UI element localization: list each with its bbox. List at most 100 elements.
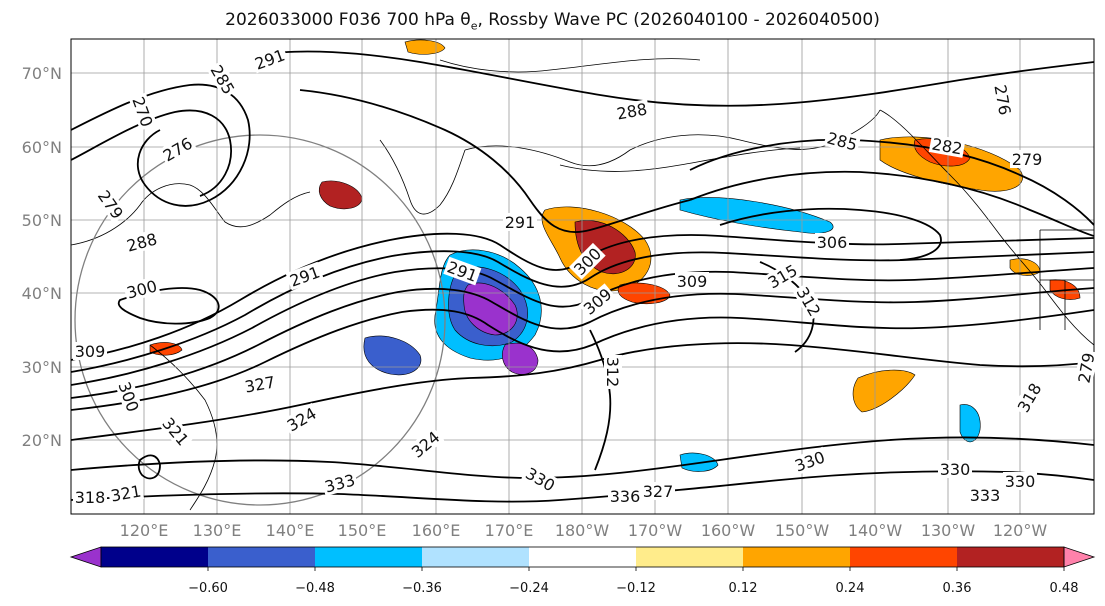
contour-label-bg: [613, 99, 651, 123]
contour-label-text: 291: [505, 213, 536, 232]
japan-coast: [149, 344, 218, 511]
longitude-label: 150°E: [338, 521, 387, 540]
longitude-label: 120°E: [120, 521, 169, 540]
colorbar-segment: [422, 547, 530, 567]
contour-line: [299, 89, 691, 233]
contour-label-text: 309: [75, 342, 106, 361]
title-prefix: 2026033000 F036 700 hPa: [225, 10, 461, 30]
map-frame: [70, 38, 1095, 515]
na-state-lines: [1039, 229, 1094, 330]
contour-line: [71, 308, 1094, 411]
longitude-label: 170°E: [485, 521, 534, 540]
colorbar-segment: [743, 547, 851, 567]
contour-line: [71, 342, 1094, 441]
contour-label-bg: [250, 44, 289, 74]
colorbar-segment: [850, 547, 958, 567]
contour-label-bg: [206, 60, 240, 99]
colorbar-tick-label: −0.24: [509, 581, 549, 596]
contour-label-text: 279: [1074, 351, 1098, 384]
contour-label-bg: [443, 256, 482, 286]
contour-label-text: 333: [970, 486, 1001, 505]
contour-label-bg: [406, 426, 445, 463]
contour-label-bg: [282, 402, 321, 436]
latitude-label: 40°N: [22, 284, 62, 303]
colorbar-tick-label: 0.36: [943, 581, 972, 596]
contour-label-bg: [503, 213, 537, 231]
latitude-label: 60°N: [22, 138, 62, 157]
contour-line: [589, 329, 612, 471]
contour-label-text: 309: [677, 272, 708, 291]
latitude-label: 30°N: [22, 358, 62, 377]
contour-line: [689, 138, 1094, 226]
contour-line: [259, 50, 1094, 107]
positive-anomaly-subtropic: [852, 369, 916, 413]
colorbar-segment: [957, 547, 1065, 567]
colorbar-tick-label: −0.12: [616, 581, 656, 596]
colorbar: [69, 546, 1096, 568]
contour-label-bg: [521, 462, 560, 496]
contour-label-text: 330: [940, 460, 971, 479]
longitude-label: 130°W: [921, 521, 976, 540]
contour-label-bg: [928, 134, 966, 158]
contour-label-bg: [158, 132, 197, 166]
contour-line: [71, 232, 1094, 361]
contour-label: 330: [938, 460, 972, 479]
alaska-coast: [879, 109, 1094, 346]
latitude-label: 50°N: [22, 211, 62, 230]
latitude-labels: 70°N 60°N 50°N 40°N 30°N 20°N: [22, 64, 62, 450]
latitude-label: 70°N: [22, 64, 62, 83]
contour-label-bg: [938, 460, 972, 478]
contour-line: [71, 287, 1094, 399]
contour-label-bg: [968, 486, 1002, 504]
contour-label: 279: [1010, 150, 1044, 169]
colorbar-segment: [315, 547, 423, 567]
contour-label-bg: [1012, 378, 1046, 417]
latitude-label: 20°N: [22, 431, 62, 450]
contour-label-bg: [122, 275, 161, 303]
longitude-label: 120°W: [993, 521, 1048, 540]
contour-label: 327: [641, 482, 675, 501]
contour-label-bg: [114, 377, 144, 416]
positive-anomaly-siberia: [318, 180, 363, 210]
contour-label-bg: [568, 242, 606, 280]
colorbar-labels: −0.60 −0.48 −0.36 −0.24 −0.12 0.12 0.24 0.36 0.4…: [188, 567, 1079, 596]
contour-label-text: 279: [1012, 150, 1043, 169]
coastlines: [71, 58, 1094, 511]
contour-label-bg: [285, 261, 324, 291]
contour-label-text: 327: [643, 482, 674, 501]
longitude-labels: 120°E 130°E 140°E 150°E 160°E 170°E 180°W 170°W…: [120, 521, 1048, 540]
contour-label-text: 336: [610, 487, 641, 506]
asia-coast: [71, 183, 311, 246]
contour-label-bg: [93, 185, 128, 224]
contour-label-bg: [790, 446, 829, 476]
longitude-label: 150°W: [775, 521, 830, 540]
colorbar-segment: [529, 547, 637, 567]
contour-label-bg: [320, 469, 359, 497]
contour-label-bg: [1003, 472, 1037, 490]
longitude-label: 130°E: [193, 521, 242, 540]
title-theta-subscript: e: [470, 19, 478, 33]
contour-label: 309: [675, 272, 709, 291]
longitude-label: 160°E: [412, 521, 461, 540]
colorbar-tick-label: −0.36: [402, 581, 442, 596]
contour-label-bg: [73, 488, 107, 506]
colorbar-segment: [636, 547, 744, 567]
colorbar-tick-label: 0.48: [1050, 581, 1079, 596]
negative-anomaly-west: [363, 335, 422, 376]
contour-label-bg: [241, 372, 279, 396]
reference-circle: [74, 134, 446, 506]
contour-label-bg: [675, 272, 709, 290]
contour-label: 330: [1003, 472, 1037, 491]
contour-label-text: 330: [1005, 472, 1036, 491]
contour-label-bg: [763, 259, 802, 293]
contour-label-bg: [128, 92, 158, 131]
longitude-label: 140°W: [848, 521, 903, 540]
colorbar-tick-label: −0.48: [295, 581, 335, 596]
contour-line: [137, 454, 161, 480]
contour-label: 333: [968, 486, 1002, 505]
colorbar-extend-low: [69, 546, 102, 568]
contour-label: 312: [603, 355, 622, 389]
contour-label-bg: [792, 282, 826, 321]
